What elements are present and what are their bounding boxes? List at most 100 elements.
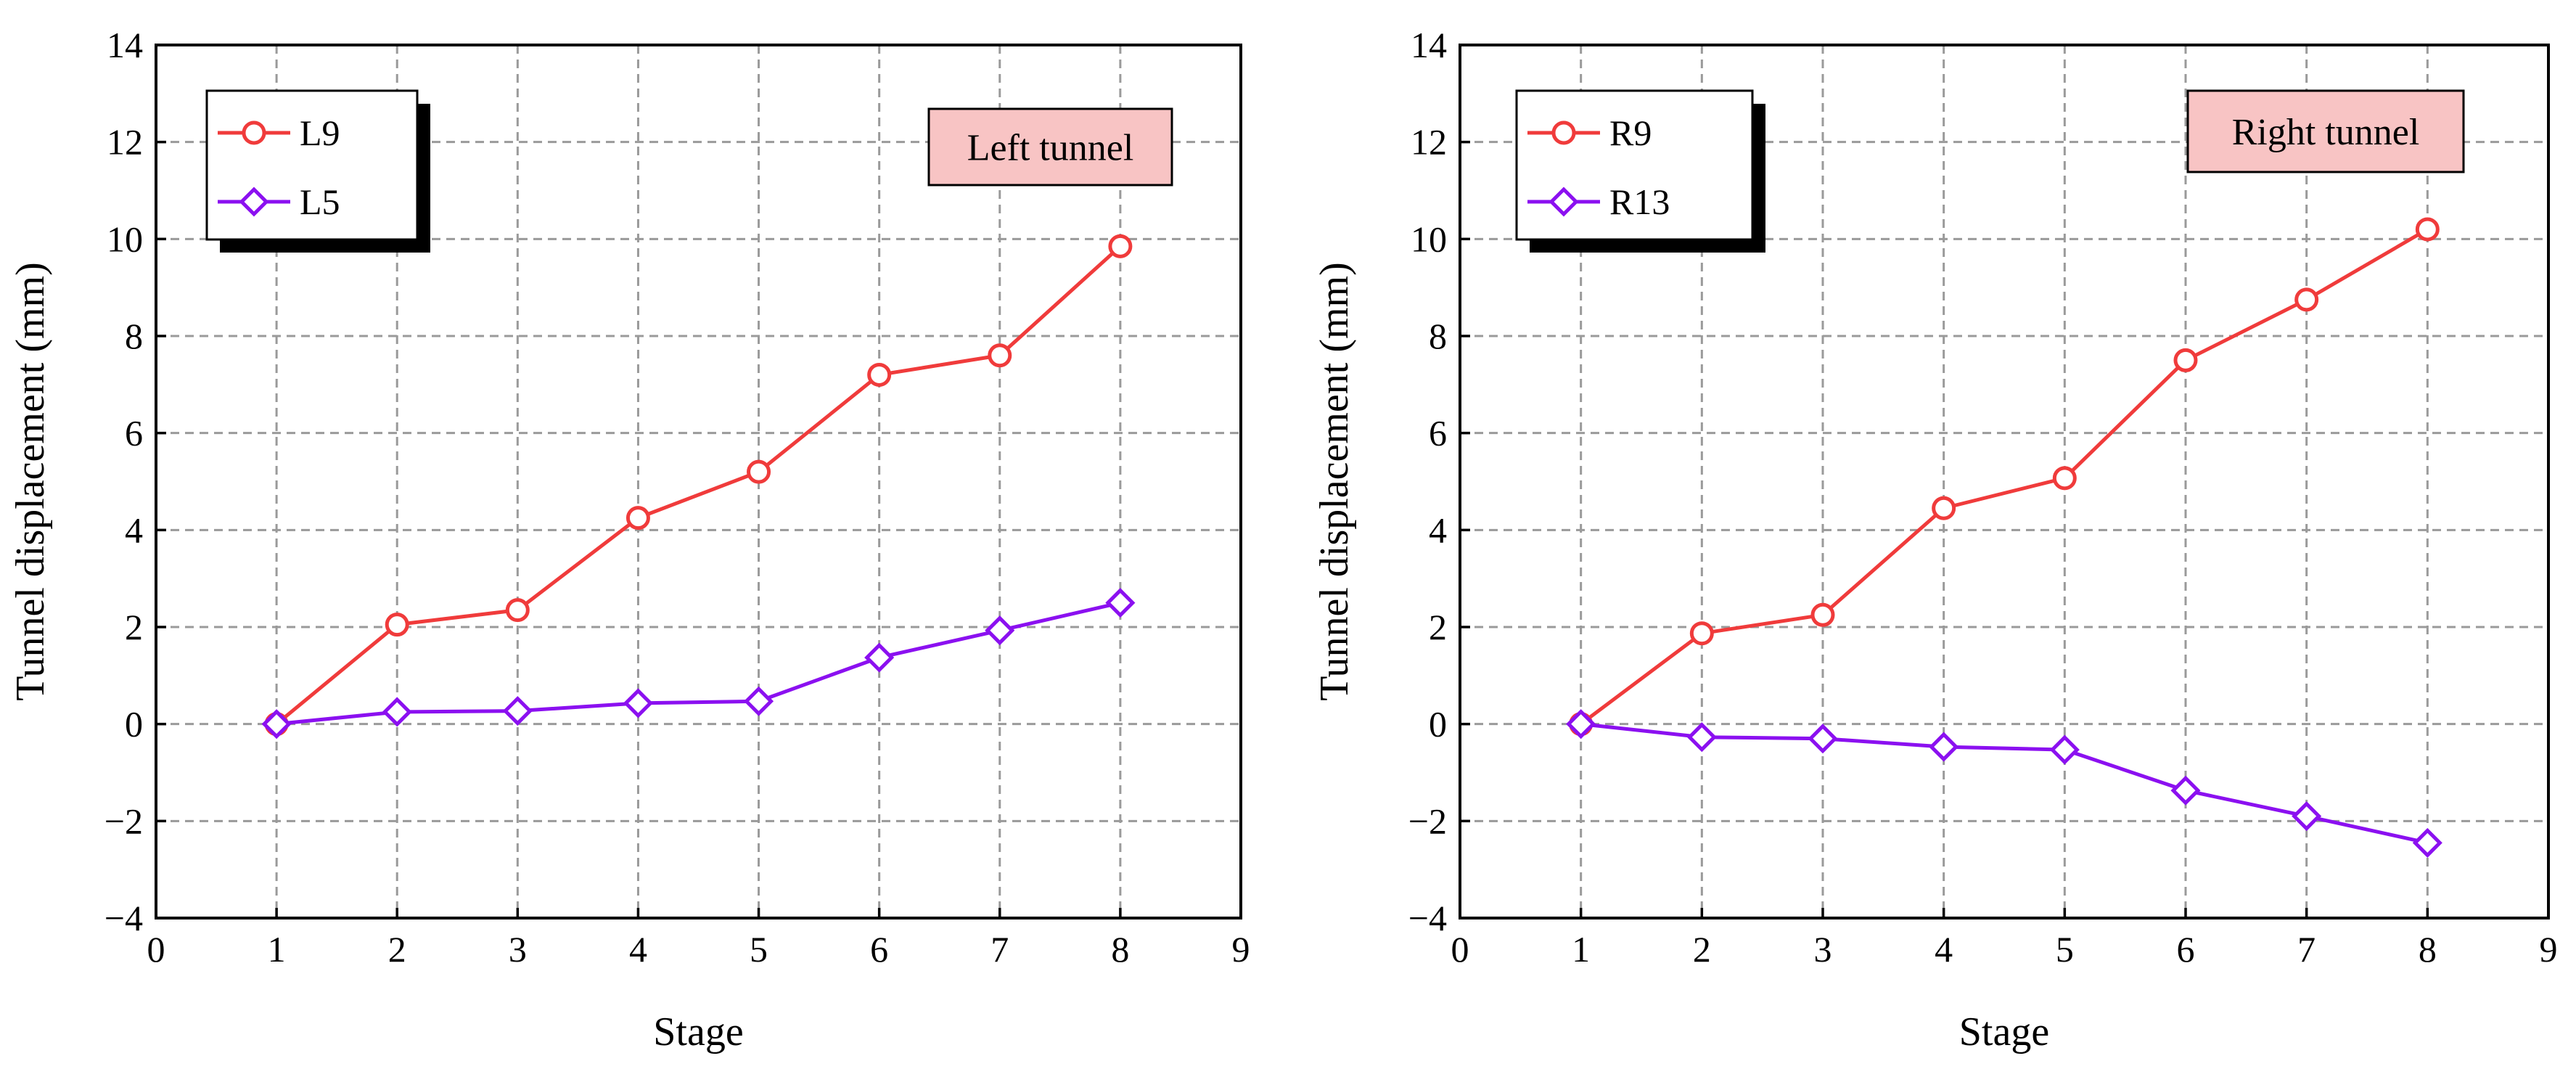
x-tick-label: 0 (1451, 929, 1469, 970)
series-line-R13 (1580, 722, 2428, 845)
series-L5 (261, 588, 1136, 740)
data-point-R13 (1929, 732, 1959, 762)
data-point-L9 (747, 459, 771, 484)
x-tick-label: 6 (2177, 929, 2195, 970)
data-point-R9 (2415, 217, 2440, 242)
data-point-L9 (988, 343, 1012, 368)
x-tick-label: 5 (2056, 929, 2074, 970)
data-point-R9 (2294, 287, 2319, 312)
y-tick-label: 0 (125, 704, 143, 745)
legend-label-L5: L5 (300, 181, 340, 222)
data-point-L5 (382, 697, 412, 727)
data-point-R9 (1689, 621, 1714, 646)
data-point-L5 (502, 696, 533, 726)
series-line-L9 (275, 245, 1122, 726)
y-tick-label: 4 (1429, 509, 1447, 550)
y-tick-label: 6 (125, 413, 143, 454)
data-point-L9 (625, 506, 650, 531)
y-tick-label: 14 (107, 25, 143, 65)
y-tick-label: −4 (104, 898, 143, 938)
y-tick-label: −2 (104, 800, 143, 841)
annotation-text: Right tunnel (2232, 112, 2420, 153)
y-tick-label: 6 (1429, 413, 1447, 454)
y-tick-label: 2 (125, 607, 143, 647)
plot-frame (1459, 44, 2550, 919)
x-tick-label: 0 (147, 929, 165, 970)
y-tick-label: 4 (125, 509, 143, 550)
data-point-R13 (2049, 734, 2080, 765)
data-point-L9 (867, 362, 892, 387)
x-tick-label: 9 (1232, 929, 1250, 970)
series-R13 (1566, 709, 2442, 858)
legend: R9 R13 (1515, 89, 1765, 253)
data-point-R13 (1808, 724, 1838, 754)
series-line-R9 (1580, 227, 2429, 726)
y-axis-label: Tunnel displacement (mm) (1312, 262, 1357, 701)
data-point-R13 (2170, 775, 2201, 806)
data-point-R13 (2292, 801, 2322, 832)
data-point-L9 (385, 613, 409, 637)
data-point-R9 (2173, 348, 2198, 372)
data-point-R13 (2412, 827, 2442, 858)
y-tick-label: 8 (125, 316, 143, 356)
x-tick-label: 4 (629, 929, 647, 970)
y-tick-label: −2 (1408, 800, 1447, 841)
x-tick-label: 2 (388, 929, 406, 970)
x-tick-label: 2 (1693, 929, 1711, 970)
annotation-text: Left tunnel (967, 128, 1134, 169)
x-tick-label: 8 (1111, 929, 1129, 970)
data-point-L9 (1108, 234, 1133, 258)
y-axis-label: Tunnel displacement (mm) (8, 262, 53, 701)
data-point-R9 (2052, 466, 2077, 491)
legend-marker-L5 (239, 187, 269, 217)
data-point-L5 (623, 688, 653, 718)
x-tick-label: 9 (2540, 929, 2558, 970)
legend-label-R13: R13 (1609, 181, 1670, 222)
legend-box (1515, 89, 1754, 241)
y-tick-label: 14 (1411, 25, 1447, 65)
data-point-R13 (1686, 722, 1717, 753)
data-point-L5 (744, 686, 774, 716)
x-tick-label: 1 (268, 929, 286, 970)
annotation-box (927, 107, 1173, 187)
data-point-L5 (864, 642, 895, 673)
x-tick-label: 3 (509, 929, 527, 970)
y-tick-label: 2 (1429, 607, 1447, 647)
y-tick-label: −4 (1408, 898, 1447, 938)
x-tick-label: 1 (1572, 929, 1590, 970)
x-tick-label: 3 (1814, 929, 1832, 970)
legend-label-R9: R9 (1609, 112, 1652, 153)
data-point-L5 (1105, 588, 1136, 618)
x-tick-label: 7 (990, 929, 1009, 970)
annotation: Left tunnel (927, 107, 1173, 187)
data-point-L5 (261, 709, 292, 740)
y-tick-label: 12 (1411, 122, 1447, 163)
x-tick-label: 5 (750, 929, 768, 970)
data-point-R13 (1566, 709, 1596, 740)
y-tick-label: 12 (107, 122, 143, 163)
x-axis-label: Stage (653, 1009, 743, 1054)
data-point-R9 (1810, 602, 1835, 627)
series-line-L5 (276, 601, 1121, 726)
x-axis-label: Stage (1959, 1009, 2049, 1054)
legend-marker-L9 (242, 120, 266, 145)
annotation-box (2186, 89, 2465, 173)
x-tick-label: 4 (1935, 929, 1953, 970)
y-tick-label: 0 (1429, 704, 1447, 745)
data-point-L9 (505, 598, 530, 623)
y-tick-label: 10 (107, 218, 143, 259)
legend-box (205, 89, 419, 241)
x-tick-label: 6 (870, 929, 888, 970)
legend: L9 L5 (205, 89, 430, 253)
annotation: Right tunnel (2186, 89, 2465, 173)
legend-marker-R13 (1549, 187, 1579, 217)
x-tick-label: 7 (2297, 929, 2315, 970)
legend-label-L9: L9 (300, 112, 340, 153)
y-tick-label: 8 (1429, 316, 1447, 356)
y-tick-label: 10 (1411, 218, 1447, 259)
legend-marker-R9 (1551, 120, 1576, 145)
data-point-L5 (985, 615, 1015, 646)
plot-frame (155, 44, 1242, 919)
